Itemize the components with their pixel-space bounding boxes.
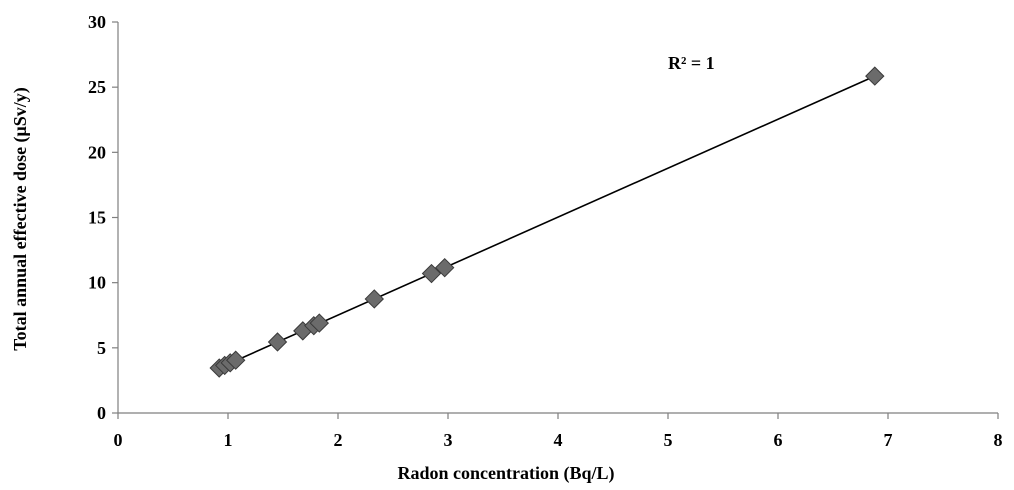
data-point — [309, 313, 330, 333]
x-tick-label: 5 — [664, 430, 673, 450]
y-tick-label: 30 — [88, 12, 106, 32]
data-point — [364, 289, 385, 309]
x-tick-label: 4 — [554, 430, 563, 450]
data-point — [434, 257, 455, 278]
x-tick-label: 3 — [444, 430, 453, 450]
y-tick-label: 5 — [97, 338, 106, 358]
linear-trendline — [218, 75, 876, 369]
r-squared-annotation: R² = 1 — [668, 53, 715, 73]
y-tick-label: 10 — [88, 273, 106, 293]
data-point — [865, 66, 885, 86]
x-tick-label: 7 — [884, 430, 893, 450]
x-tick-label: 8 — [994, 430, 1003, 450]
x-tick-label: 6 — [774, 430, 783, 450]
ticks: 0 1 2 3 4 5 6 7 8 0 5 10 15 20 25 30 — [88, 12, 1003, 450]
data-point — [225, 350, 246, 370]
data-point — [421, 263, 442, 284]
x-axis-title: Radon concentration (Bq/L) — [397, 463, 614, 484]
data-point — [267, 332, 288, 352]
data-points — [209, 66, 885, 378]
y-tick-label: 20 — [88, 142, 106, 162]
y-tick-label: 15 — [88, 208, 106, 228]
x-tick-label: 2 — [334, 430, 343, 450]
y-tick-label: 25 — [88, 77, 106, 97]
y-tick-label: 0 — [97, 403, 106, 423]
y-axis-title: Total annual effective dose (μSv/y) — [10, 87, 31, 351]
x-tick-label: 1 — [224, 430, 233, 450]
x-tick-label: 0 — [114, 430, 123, 450]
trendline-layer — [218, 75, 876, 369]
